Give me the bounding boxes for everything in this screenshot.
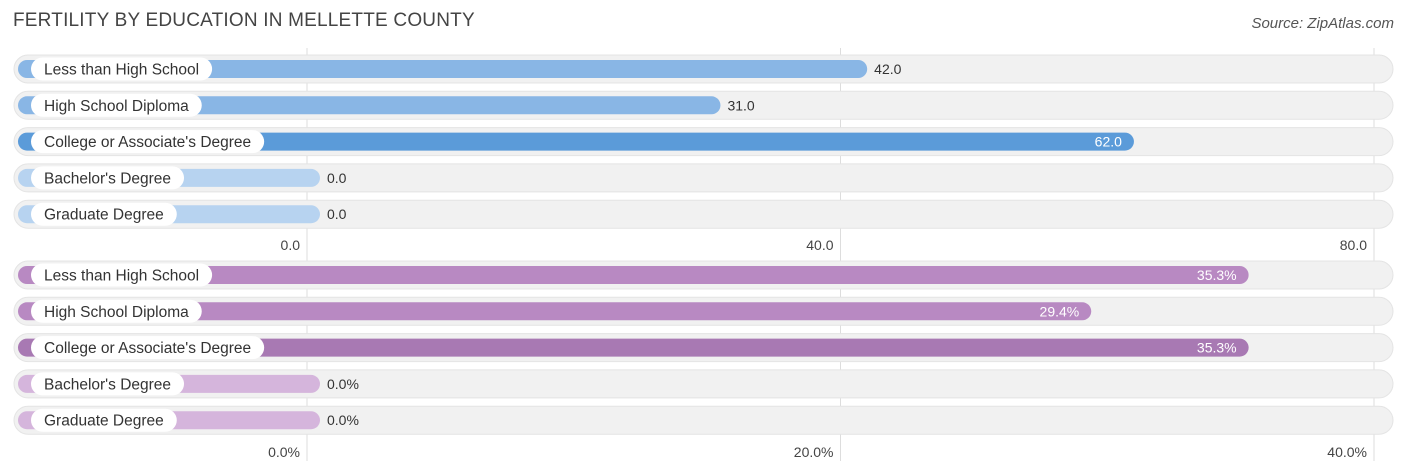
category-label-pill bbox=[31, 57, 213, 81]
category-label: Graduate Degree bbox=[44, 207, 164, 224]
bar-track bbox=[13, 369, 1394, 399]
value-label: 0.0% bbox=[327, 412, 359, 428]
category-label-pill bbox=[31, 336, 265, 360]
chart-panel-2: Less than High School 35.3% High School Di… bbox=[13, 254, 1394, 461]
category-label-pill bbox=[31, 263, 213, 287]
category-label-pill bbox=[31, 299, 202, 323]
category-label: College or Associate's Degree bbox=[44, 340, 251, 357]
bar-college-or-associate-s-degree bbox=[18, 338, 1249, 357]
category-label: Bachelor's Degree bbox=[44, 170, 171, 187]
bar-track bbox=[13, 199, 1394, 229]
category-label: Bachelor's Degree bbox=[44, 376, 171, 393]
axis-tick-label: 0.0 bbox=[281, 237, 301, 253]
axis-tick-label: 40.0 bbox=[806, 237, 833, 253]
value-label: 62.0 bbox=[1095, 134, 1122, 150]
category-label-pill bbox=[31, 408, 177, 432]
bar-high-school-diploma bbox=[18, 302, 1092, 321]
category-label-pill bbox=[31, 372, 185, 396]
axis-tick-label: 40.0% bbox=[1327, 444, 1367, 460]
category-label: Less than High School bbox=[44, 268, 199, 285]
value-label: 29.4% bbox=[1040, 303, 1080, 319]
value-label: 0.0 bbox=[327, 170, 347, 186]
bar-less-than-high-school bbox=[18, 266, 1249, 284]
axis-tick-label: 20.0% bbox=[794, 444, 834, 460]
axis-tick-label: 80.0 bbox=[1340, 237, 1367, 253]
value-label: 35.3% bbox=[1197, 267, 1237, 283]
source-note: Source: ZipAtlas.com bbox=[1251, 15, 1394, 32]
axis-tick-label: 0.0% bbox=[268, 444, 300, 460]
bar-track bbox=[13, 405, 1394, 435]
category-label: High School Diploma bbox=[44, 304, 189, 321]
bar-track bbox=[13, 163, 1394, 193]
category-label-pill bbox=[31, 130, 265, 154]
category-label-pill bbox=[31, 93, 202, 117]
category-label-pill bbox=[31, 166, 185, 190]
bar-less-than-high-school bbox=[18, 60, 868, 78]
bar-college-or-associate-s-degree bbox=[18, 132, 1134, 151]
value-label: 35.3% bbox=[1197, 340, 1237, 356]
value-label: 0.0 bbox=[327, 206, 347, 222]
chart-title: FERTILITY BY EDUCATION IN MELLETTE COUNT… bbox=[13, 10, 475, 31]
category-label: Less than High School bbox=[44, 62, 199, 79]
chart-panel-1: Less than High School 42.0 High School Dip… bbox=[13, 48, 1394, 254]
category-label: Graduate Degree bbox=[44, 413, 164, 430]
category-label: College or Associate's Degree bbox=[44, 134, 251, 151]
value-label: 31.0 bbox=[727, 97, 754, 113]
category-label-pill bbox=[31, 202, 177, 226]
value-label: 0.0% bbox=[327, 376, 359, 392]
value-label: 42.0 bbox=[874, 61, 901, 77]
category-label: High School Diploma bbox=[44, 98, 189, 115]
